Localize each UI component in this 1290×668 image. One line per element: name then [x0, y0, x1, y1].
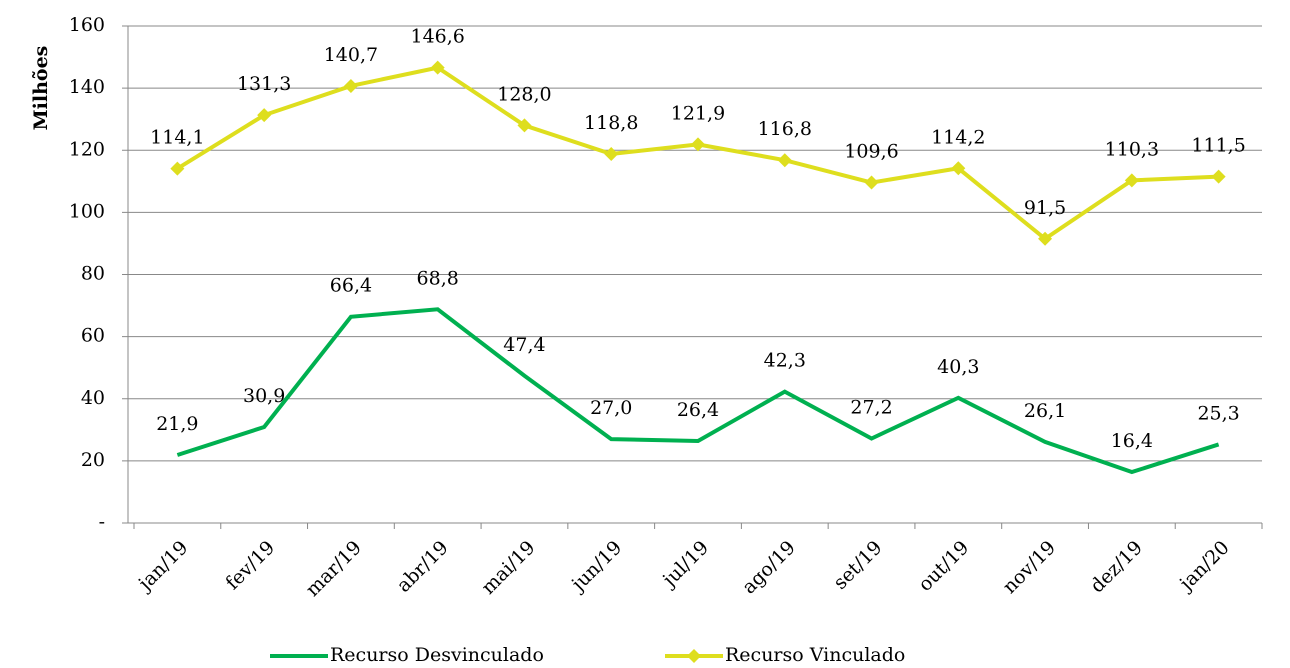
- data-label: 118,8: [584, 112, 638, 134]
- x-tick-label: out/19: [914, 537, 973, 596]
- x-tick-label: dez/19: [1086, 537, 1147, 598]
- data-label: 68,8: [417, 267, 459, 289]
- y-axis-label: Milhões: [30, 46, 52, 131]
- data-label: 146,6: [410, 26, 464, 48]
- data-label: 47,4: [503, 334, 545, 356]
- data-label: 27,2: [850, 397, 892, 419]
- x-tick-label: mai/19: [477, 537, 539, 599]
- data-label: 26,1: [1024, 400, 1066, 422]
- marker: [430, 60, 445, 75]
- marker: [1038, 231, 1053, 246]
- y-tick-label: 40: [81, 387, 105, 409]
- x-tick-label: fev/19: [222, 537, 280, 595]
- marker: [257, 108, 272, 123]
- data-label: 27,0: [590, 397, 632, 419]
- marker: [1211, 169, 1226, 184]
- x-tick-label: jun/19: [566, 537, 626, 597]
- data-label: 91,5: [1024, 197, 1066, 219]
- legend-marker: [687, 649, 701, 663]
- marker: [777, 153, 792, 168]
- x-tick-label: set/19: [829, 537, 886, 594]
- y-tick-label: 120: [69, 138, 105, 160]
- data-label: 30,9: [243, 385, 285, 407]
- data-label: 25,3: [1197, 402, 1239, 424]
- data-label: 140,7: [324, 44, 378, 66]
- x-tick-label: jan/20: [1174, 537, 1233, 596]
- marker: [170, 161, 185, 176]
- marker: [1124, 173, 1139, 188]
- data-label: 121,9: [671, 102, 725, 124]
- data-label: 128,0: [497, 83, 551, 105]
- y-tick-label: 100: [69, 200, 105, 222]
- legend-label: Recurso Vinculado: [725, 644, 905, 666]
- x-tick-label: mar/19: [302, 537, 366, 601]
- y-tick-label: 140: [69, 76, 105, 98]
- data-label: 66,4: [330, 275, 372, 297]
- data-label: 131,3: [237, 73, 291, 95]
- legend-label: Recurso Desvinculado: [330, 644, 544, 666]
- marker: [517, 118, 532, 133]
- data-label: 109,6: [844, 141, 898, 163]
- x-tick-label: abr/19: [393, 537, 453, 597]
- data-label: 26,4: [677, 399, 719, 421]
- data-label: 42,3: [764, 350, 806, 372]
- data-label: 16,4: [1111, 430, 1153, 452]
- data-label: 111,5: [1191, 135, 1245, 157]
- x-tick-label: jan/19: [133, 537, 192, 596]
- y-tick-label: 20: [81, 449, 105, 471]
- x-tick-label: jul/19: [657, 537, 713, 593]
- marker: [951, 161, 966, 176]
- data-label: 40,3: [937, 356, 979, 378]
- data-label: 21,9: [156, 413, 198, 435]
- y-tick-label: 160: [69, 14, 105, 36]
- y-tick-label: -: [99, 511, 105, 533]
- marker: [864, 175, 879, 190]
- marker: [604, 146, 619, 161]
- x-tick-label: nov/19: [999, 537, 1061, 599]
- x-tick-label: ago/19: [738, 537, 800, 599]
- data-label: 116,8: [758, 118, 812, 140]
- series-line: [176, 307, 1220, 475]
- data-label: 114,1: [150, 127, 204, 149]
- marker: [691, 137, 705, 152]
- marker: [343, 78, 358, 93]
- data-label: 110,3: [1105, 138, 1159, 160]
- y-tick-label: 60: [81, 325, 105, 347]
- data-label: 114,2: [931, 126, 985, 148]
- y-tick-label: 80: [81, 263, 105, 285]
